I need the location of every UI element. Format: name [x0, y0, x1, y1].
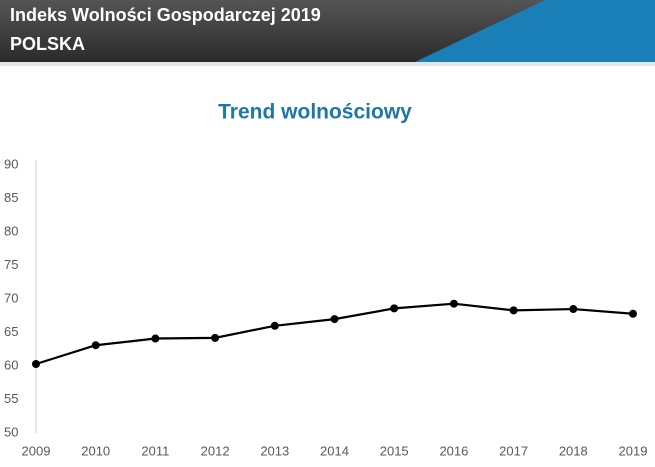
x-tick-label: 2014	[320, 443, 349, 458]
x-tick-label: 2018	[559, 443, 588, 458]
line	[35, 302, 634, 366]
y-tick-label: 85	[4, 190, 18, 205]
x-tick-label: 2016	[439, 443, 468, 458]
header-accent	[415, 0, 655, 62]
point	[390, 304, 399, 313]
x-tick-label: 2019	[619, 443, 648, 458]
y-tick-label: 80	[4, 223, 18, 238]
x-tick-label: 2013	[260, 443, 289, 458]
chart-title: Trend wolnościowy	[218, 101, 412, 124]
point	[509, 306, 518, 315]
header-title: Indeks Wolności Gospodarczej 2019	[10, 5, 321, 25]
x-tick-label: 2011	[141, 443, 169, 458]
x-tick-label: 2017	[499, 443, 528, 458]
y-tick-label: 70	[4, 290, 18, 305]
point	[449, 299, 458, 308]
y-tick-label: 65	[4, 324, 18, 339]
x-tick-label: 2009	[22, 443, 51, 458]
header-subtitle: POLSKA	[10, 34, 85, 54]
x-tick-label: 2010	[81, 443, 110, 458]
x-tick-label: 2012	[201, 443, 230, 458]
point	[32, 359, 40, 368]
point	[330, 315, 339, 324]
y-tick-label: 90	[4, 156, 18, 171]
point	[270, 321, 279, 330]
header-shadow	[0, 62, 655, 66]
y-tick-label: 55	[4, 391, 18, 406]
point	[151, 334, 160, 343]
y-tick-label: 60	[4, 357, 18, 372]
point	[629, 309, 637, 318]
x-tick-label: 2015	[380, 443, 409, 458]
y-tick-label: 50	[4, 424, 18, 439]
point	[91, 341, 100, 350]
point	[211, 333, 220, 342]
point	[569, 305, 578, 314]
y-tick-label: 75	[4, 257, 18, 272]
